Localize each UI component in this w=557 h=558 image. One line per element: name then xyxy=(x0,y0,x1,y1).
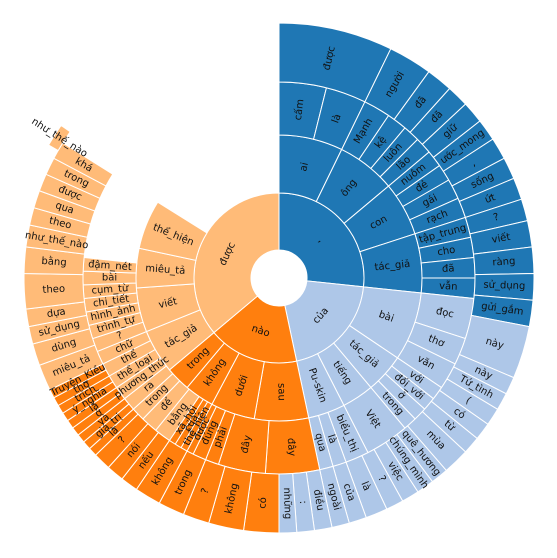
label-ring3-17: ( xyxy=(463,395,472,406)
label-ring3-25: là xyxy=(359,480,373,493)
label-ring3-28: điều xyxy=(311,488,327,511)
label-ring1-13: viết xyxy=(157,295,178,311)
label-ring3-14: này xyxy=(484,335,505,352)
label-ring3-33: ? xyxy=(200,487,212,496)
label-ring1-0: ai xyxy=(298,161,311,172)
label-ring1-8: sau xyxy=(275,383,286,401)
label-ring3-10: viết xyxy=(491,231,512,246)
label-ring1-3: tác_giả xyxy=(374,258,411,274)
segment-ring4-0 xyxy=(47,124,71,152)
label-ring3-24: ? xyxy=(375,474,387,484)
label-ring1-4: bài xyxy=(377,308,395,324)
label-ring2-45: cụm_từ xyxy=(91,282,129,297)
label-ring2-46: bài xyxy=(102,272,117,284)
label-ring3-55: theo xyxy=(48,215,73,231)
label-ring3-41: và xyxy=(95,411,112,428)
label-ring2-7: đẻ xyxy=(413,178,430,195)
label-ring0-0: , xyxy=(316,235,326,245)
label-ring3-8: ứt xyxy=(483,191,497,206)
label-ring2-41: ? xyxy=(115,330,124,342)
label-ring3-31: có xyxy=(256,497,269,509)
label-ring2-44: chi_tiết xyxy=(92,293,130,310)
label-ring2-0: cấm xyxy=(292,98,307,121)
label-ring3-26: của xyxy=(341,482,358,503)
label-ring2-11: cho xyxy=(437,245,456,259)
label-ring2-25: đây xyxy=(285,437,298,456)
label-ring3-29: : xyxy=(297,500,308,505)
label-ring2-13: vẫn xyxy=(439,279,458,293)
label-ring3-53: bằng xyxy=(41,254,67,269)
label-ring2-23: là xyxy=(325,433,339,445)
label-ring2-1: là xyxy=(329,112,343,124)
label-ring2-24: qua xyxy=(312,432,327,453)
segment-ring1-15 xyxy=(138,201,208,261)
label-ring2-14: đọc xyxy=(435,306,455,320)
label-ring3-18: có xyxy=(451,405,468,422)
label-ring3-11: ràng xyxy=(492,255,516,269)
label-ring2-47: đậm_nét xyxy=(88,258,132,273)
label-ring3-30: những xyxy=(281,487,293,519)
segment-ring3-59 xyxy=(53,142,114,187)
label-ring3-51: dựa xyxy=(46,306,66,320)
label-ring2-3: kệ xyxy=(372,134,389,151)
label-ring3-6: , xyxy=(469,158,477,169)
label-ring3-38: ? xyxy=(117,434,129,445)
label-ring3-9: ? xyxy=(492,212,500,224)
label-ring3-0: được xyxy=(322,45,338,71)
sunburst-segments xyxy=(23,22,535,534)
label-ring2-12: đã xyxy=(442,263,455,275)
label-ring3-12: sử_dụng xyxy=(483,279,525,292)
label-ring3-52: theo xyxy=(42,284,65,296)
label-ring1-14: miêu_tả xyxy=(145,262,186,277)
label-ring2-26: đây xyxy=(239,434,254,454)
label-ring0-2: nào xyxy=(250,322,271,339)
